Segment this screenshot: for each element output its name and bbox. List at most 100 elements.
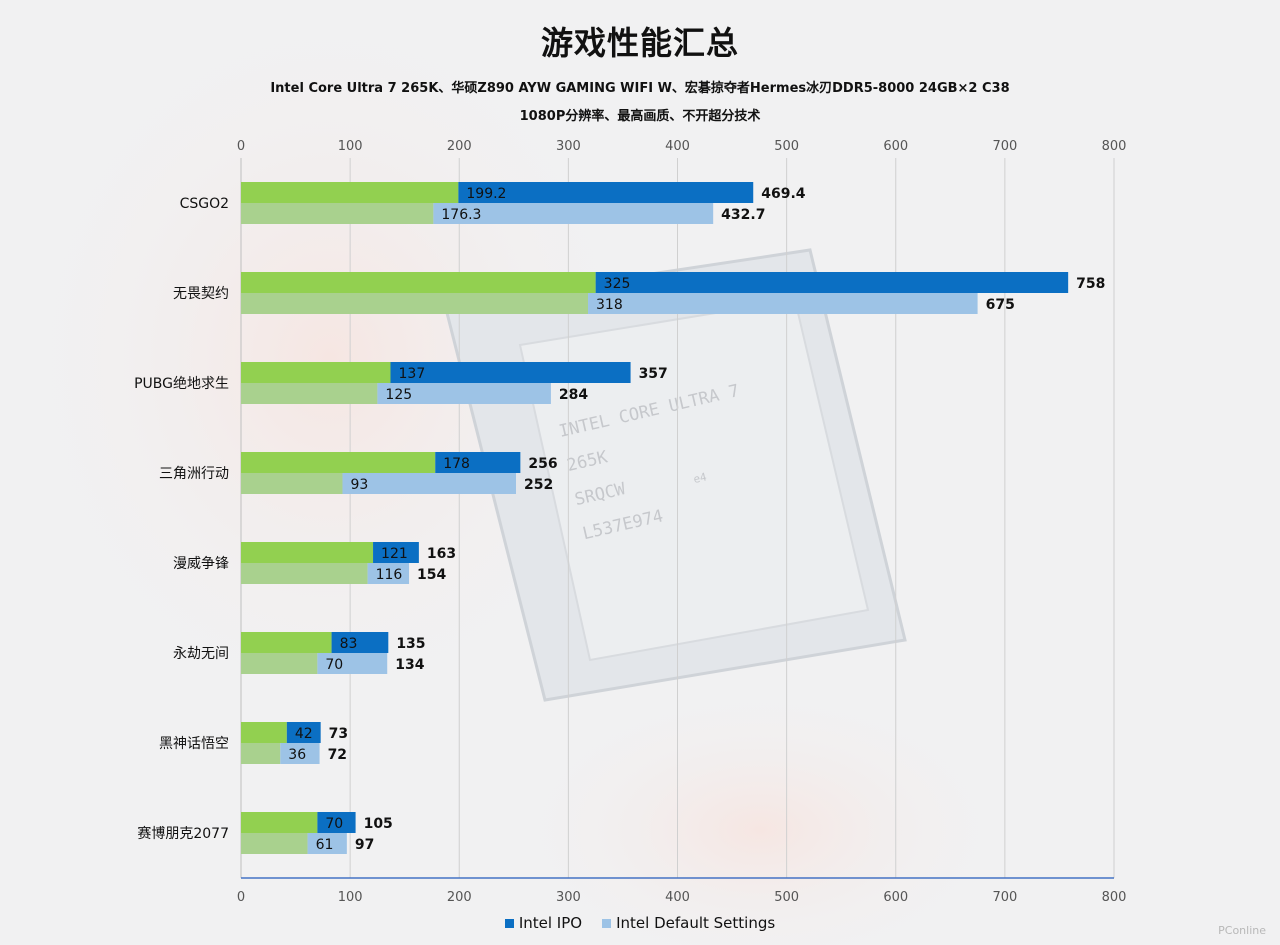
data-label-low: 137: [399, 366, 426, 382]
data-label-high: 256: [528, 456, 557, 472]
data-label-high: 73: [329, 726, 348, 742]
x-tick-label-top: 400: [665, 139, 690, 154]
data-label-high: 134: [395, 657, 424, 673]
category-label: 永劫无间: [173, 646, 229, 662]
data-label-low: 176.3: [441, 207, 481, 223]
bar-low-segment: [241, 452, 436, 473]
data-label-high: 357: [639, 366, 668, 382]
legend-label-ipo: Intel IPO: [518, 914, 583, 932]
data-label-low: 121: [381, 546, 408, 562]
bar-low-segment: [241, 722, 287, 743]
bar-high-segment: [286, 722, 321, 743]
data-label-low: 325: [604, 276, 631, 292]
bar-low-segment: [241, 632, 332, 653]
bar-low-segment: [241, 563, 368, 584]
x-tick-label-top: 600: [883, 139, 908, 154]
bar-low-segment: [241, 293, 589, 314]
bar-high-segment: [377, 383, 551, 404]
chart-title: 游戏性能汇总: [540, 24, 739, 62]
bar-high-segment: [458, 182, 754, 203]
data-label-high: 154: [417, 567, 446, 583]
legend-swatch-default: [602, 918, 612, 928]
bar-high-segment: [280, 743, 320, 764]
bar-high-segment: [307, 833, 347, 854]
category-label: 黑神话悟空: [159, 736, 229, 752]
data-label-low: 199.2: [466, 186, 506, 202]
data-label-high: 284: [559, 387, 588, 403]
bar-high-segment: [390, 362, 631, 383]
x-tick-label-top: 100: [338, 139, 363, 154]
data-label-low: 70: [325, 657, 343, 673]
data-label-high: 252: [524, 477, 553, 493]
bar-low-segment: [241, 653, 318, 674]
x-tick-label-top: 500: [774, 139, 799, 154]
category-label: 三角洲行动: [159, 466, 229, 482]
legend-item-default: Intel Default Settings: [602, 914, 775, 932]
x-tick-label-top: 200: [447, 139, 472, 154]
bar-low-segment: [241, 833, 308, 854]
bar-low-segment: [241, 812, 318, 833]
bar-low-segment: [241, 182, 459, 203]
data-label-high: 72: [328, 747, 347, 763]
data-label-low: 116: [376, 567, 403, 583]
bar-high-segment: [317, 812, 356, 833]
chart-subtitle-config: Intel Core Ultra 7 265K、华硕Z890 AYW GAMIN…: [270, 81, 1010, 96]
data-label-high: 469.4: [761, 186, 806, 202]
data-label-low: 36: [288, 747, 306, 763]
x-tick-label-bottom: 200: [447, 890, 472, 905]
data-label-high: 105: [364, 816, 393, 832]
bar-high-segment: [317, 653, 388, 674]
bar-low-segment: [241, 362, 391, 383]
data-label-low: 83: [340, 636, 358, 652]
x-tick-label-bottom: 800: [1102, 890, 1127, 905]
bar-high-segment: [342, 473, 516, 494]
x-tick-label-bottom: 100: [338, 890, 363, 905]
photo-text-line: e4: [692, 470, 708, 486]
data-label-high: 97: [355, 837, 374, 853]
bar-high-segment: [595, 272, 1069, 293]
data-label-high: 758: [1076, 276, 1105, 292]
x-tick-label-bottom: 400: [665, 890, 690, 905]
legend-item-ipo: Intel IPO: [504, 914, 583, 932]
category-label: 无畏契约: [173, 286, 229, 302]
x-tick-label-bottom: 0: [237, 890, 245, 905]
data-label-high: 163: [427, 546, 456, 562]
x-tick-label-bottom: 600: [883, 890, 908, 905]
category-label: 漫威争锋: [173, 556, 229, 572]
bar-low-segment: [241, 743, 281, 764]
x-tick-label-top: 300: [556, 139, 581, 154]
bar-high-segment: [367, 563, 410, 584]
bar-low-segment: [241, 203, 434, 224]
x-tick-label-top: 0: [237, 139, 245, 154]
category-label: 赛博朋克2077: [137, 825, 229, 842]
watermark-logo: PConline: [1218, 924, 1266, 937]
legend-swatch-ipo: [504, 918, 514, 928]
data-label-low: 93: [350, 477, 368, 493]
data-label-high: 135: [396, 636, 425, 652]
category-label: CSGO2: [180, 196, 229, 212]
data-label-low: 125: [385, 387, 412, 403]
bar-low-segment: [241, 383, 378, 404]
x-tick-label-bottom: 700: [992, 890, 1017, 905]
bar-high-segment: [373, 542, 419, 563]
data-label-low: 61: [316, 837, 334, 853]
data-label-low: 178: [443, 456, 470, 472]
bar-low-segment: [241, 272, 596, 293]
data-label-low: 318: [596, 297, 623, 313]
bar-high-segment: [588, 293, 978, 314]
x-tick-label-top: 700: [992, 139, 1017, 154]
bar-low-segment: [241, 542, 374, 563]
legend-label-default: Intel Default Settings: [616, 914, 776, 932]
chart-legend: Intel IPO Intel Default Settings: [0, 914, 1280, 932]
data-label-low: 70: [325, 816, 343, 832]
data-label-high: 432.7: [721, 207, 765, 223]
data-label-low: 42: [295, 726, 313, 742]
bar-high-segment: [435, 452, 521, 473]
bar-high-segment: [433, 203, 714, 224]
x-tick-label-top: 800: [1102, 139, 1127, 154]
bar-high-segment: [331, 632, 389, 653]
x-tick-label-bottom: 300: [556, 890, 581, 905]
chart-subtitle-settings: 1080P分辨率、最高画质、不开超分技术: [519, 109, 761, 124]
data-label-high: 675: [986, 297, 1015, 313]
